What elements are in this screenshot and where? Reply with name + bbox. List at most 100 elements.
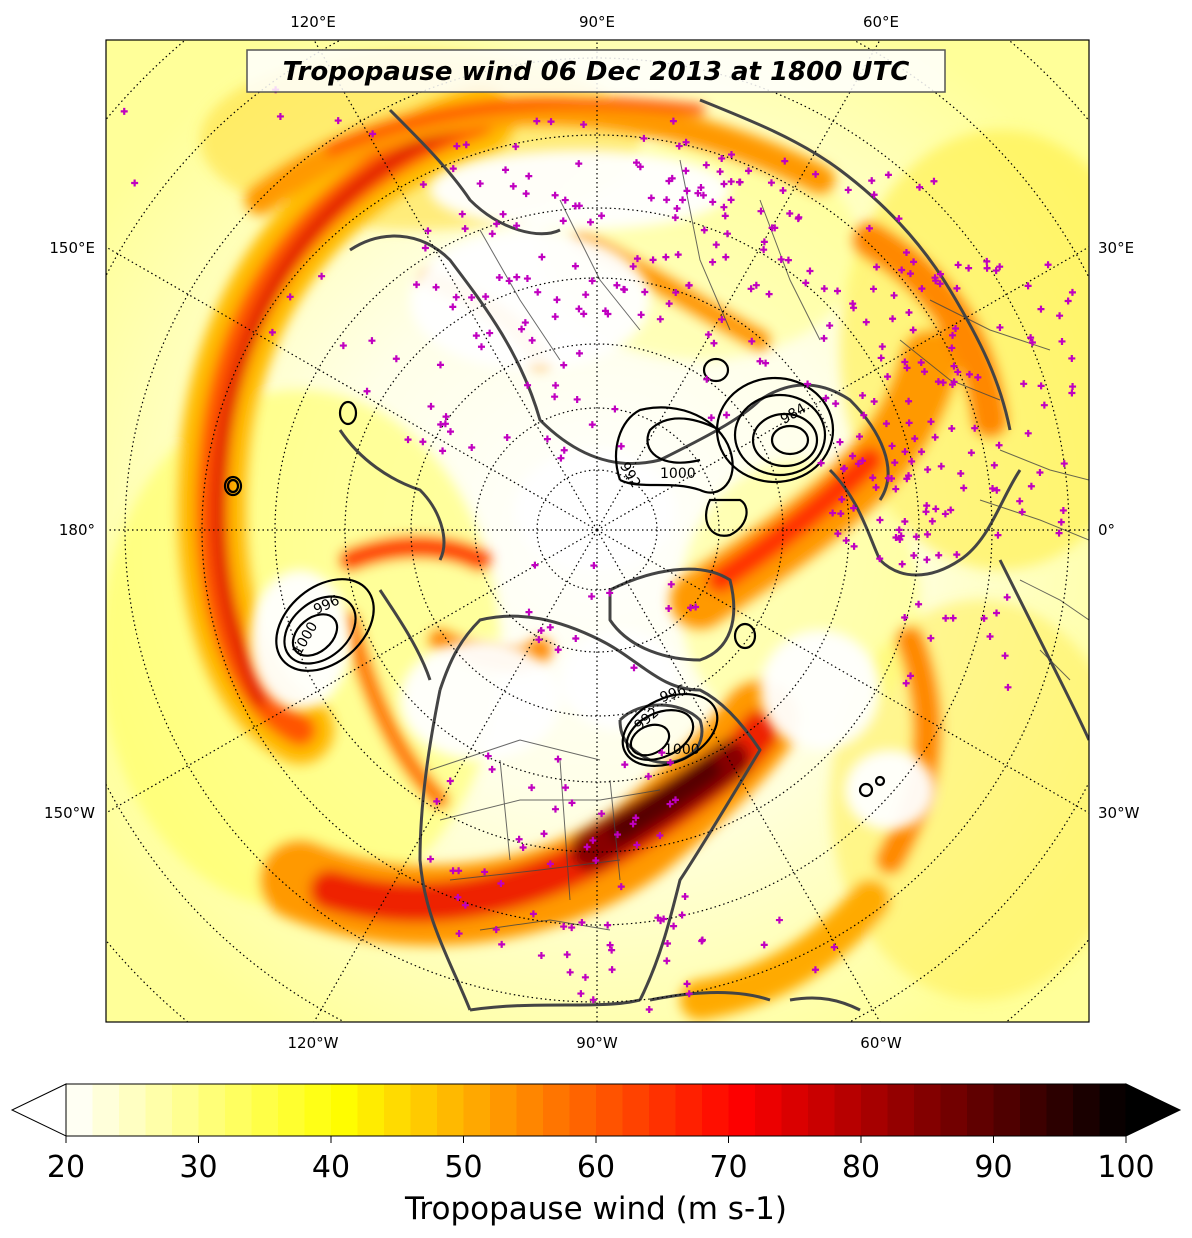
station-marker bbox=[850, 304, 858, 312]
map-frame bbox=[105, 39, 1090, 1023]
station-marker bbox=[424, 227, 432, 235]
colorbar-tick-label: 30 bbox=[179, 1150, 217, 1185]
title-text: Tropopause wind 06 Dec 2013 at 1800 UTC bbox=[283, 57, 910, 87]
longitude-labels: 120°E 90°E 60°E 120°W 90°W 60°W 150°E 18… bbox=[44, 13, 1140, 1052]
station-marker bbox=[876, 516, 884, 524]
colorbar-cell bbox=[304, 1084, 332, 1136]
station-marker bbox=[901, 448, 909, 456]
station-marker bbox=[575, 349, 583, 357]
station-marker bbox=[540, 830, 548, 838]
station-marker bbox=[566, 968, 574, 976]
station-marker bbox=[561, 196, 569, 204]
station-marker bbox=[492, 926, 500, 934]
station-marker bbox=[525, 172, 533, 180]
colorbar-cell bbox=[516, 1084, 544, 1136]
colorbar-extend-low bbox=[10, 1083, 67, 1137]
contour-label: 1000 bbox=[660, 466, 696, 482]
station-marker bbox=[446, 428, 454, 436]
station-marker bbox=[453, 142, 461, 150]
station-marker bbox=[606, 941, 614, 949]
station-marker bbox=[842, 537, 850, 545]
station-marker bbox=[760, 246, 768, 254]
station-marker bbox=[572, 634, 580, 642]
station-marker bbox=[641, 288, 649, 296]
station-marker bbox=[682, 138, 690, 146]
station-marker bbox=[432, 283, 440, 291]
station-marker bbox=[276, 112, 284, 120]
station-marker bbox=[905, 308, 913, 316]
colorbar-cell bbox=[887, 1084, 915, 1136]
lon-label-left: 150°W bbox=[44, 804, 95, 822]
station-marker bbox=[673, 204, 681, 212]
wind-field bbox=[106, 50, 1089, 1020]
station-marker bbox=[518, 325, 526, 333]
station-marker bbox=[427, 402, 435, 410]
station-marker bbox=[888, 442, 896, 450]
station-marker bbox=[512, 143, 520, 151]
station-marker bbox=[817, 459, 825, 467]
station-marker bbox=[533, 117, 541, 125]
station-marker bbox=[658, 749, 666, 757]
station-marker bbox=[697, 184, 705, 192]
station-marker bbox=[895, 526, 903, 534]
station-marker bbox=[832, 400, 840, 408]
station-marker bbox=[589, 996, 597, 1004]
station-marker bbox=[421, 244, 429, 252]
station-marker bbox=[720, 180, 728, 188]
colorbar-cell bbox=[92, 1084, 120, 1136]
station-marker bbox=[404, 436, 412, 444]
colorbar-tick-label: 100 bbox=[1097, 1150, 1154, 1185]
station-marker bbox=[882, 420, 890, 428]
station-marker bbox=[636, 163, 644, 171]
station-marker bbox=[488, 765, 496, 773]
station-marker bbox=[493, 220, 501, 228]
station-marker bbox=[986, 633, 994, 641]
station-marker bbox=[334, 117, 342, 125]
station-marker bbox=[575, 160, 583, 168]
station-marker bbox=[588, 277, 596, 285]
station-marker bbox=[937, 462, 945, 470]
station-marker bbox=[481, 868, 489, 876]
station-marker bbox=[826, 322, 834, 330]
station-marker bbox=[502, 166, 510, 174]
colorbar-tick-label: 50 bbox=[444, 1150, 482, 1185]
station-marker bbox=[1024, 282, 1032, 290]
station-marker bbox=[669, 117, 677, 125]
station-marker bbox=[679, 196, 687, 204]
station-marker bbox=[495, 274, 503, 282]
station-marker bbox=[513, 273, 521, 281]
colorbar-cell bbox=[967, 1084, 995, 1136]
station-marker bbox=[756, 357, 764, 365]
station-marker bbox=[531, 561, 539, 569]
station-marker bbox=[898, 266, 906, 274]
station-marker bbox=[760, 238, 768, 246]
station-marker bbox=[1027, 482, 1035, 490]
station-marker bbox=[878, 343, 886, 351]
station-marker bbox=[833, 287, 841, 295]
station-marker bbox=[897, 532, 905, 540]
station-marker bbox=[499, 210, 507, 218]
station-marker bbox=[498, 940, 506, 948]
colorbar-cell bbox=[1099, 1084, 1127, 1136]
pressure-contours bbox=[223, 357, 886, 798]
station-marker bbox=[942, 614, 950, 622]
station-marker bbox=[993, 486, 1001, 494]
station-marker bbox=[898, 560, 906, 568]
station-marker bbox=[830, 943, 838, 951]
station-marker bbox=[869, 285, 877, 293]
station-marker bbox=[667, 580, 675, 588]
station-marker bbox=[948, 425, 956, 433]
station-marker bbox=[468, 443, 476, 451]
station-marker bbox=[877, 354, 885, 362]
colorbar-tick-label: 40 bbox=[312, 1150, 350, 1185]
station-marker bbox=[131, 179, 139, 187]
station-marker bbox=[598, 212, 606, 220]
colorbar-cell bbox=[198, 1084, 226, 1136]
station-marker bbox=[608, 946, 616, 954]
station-markers bbox=[120, 86, 1077, 1013]
station-marker bbox=[1024, 429, 1032, 437]
station-marker bbox=[647, 194, 655, 202]
station-marker bbox=[884, 171, 892, 179]
station-marker bbox=[1004, 683, 1012, 691]
station-marker bbox=[571, 262, 579, 270]
